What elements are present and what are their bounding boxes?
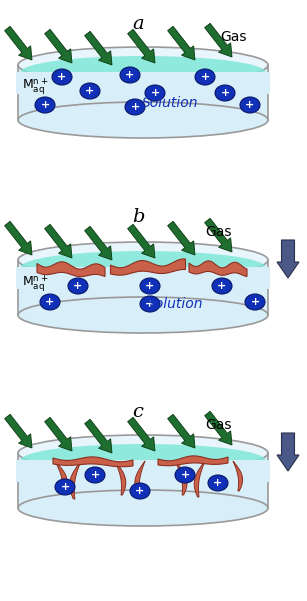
Ellipse shape [18,47,268,83]
Text: +: + [60,482,70,492]
Ellipse shape [18,435,268,471]
Ellipse shape [85,467,105,483]
FancyArrow shape [45,224,72,258]
Text: +: + [146,299,155,309]
Ellipse shape [208,475,228,491]
Text: $\mathregular{M_{aq}^{n+}}$: $\mathregular{M_{aq}^{n+}}$ [22,273,49,294]
FancyBboxPatch shape [18,65,268,120]
Ellipse shape [240,97,260,113]
Text: $\mathregular{M_{aq}^{n+}}$: $\mathregular{M_{aq}^{n+}}$ [22,77,49,97]
Polygon shape [70,461,81,499]
Ellipse shape [215,85,235,101]
Text: c: c [133,403,143,421]
Ellipse shape [140,278,160,294]
FancyArrow shape [5,26,32,60]
Text: +: + [57,72,67,82]
Text: Gas: Gas [205,418,231,432]
FancyBboxPatch shape [16,72,270,94]
Ellipse shape [145,85,165,101]
Text: +: + [213,478,223,488]
Ellipse shape [18,242,268,278]
Ellipse shape [18,297,268,333]
FancyArrow shape [205,218,232,252]
Ellipse shape [175,467,195,483]
FancyArrow shape [45,417,72,451]
Text: +: + [90,470,100,480]
FancyArrow shape [168,221,195,255]
Ellipse shape [21,56,265,88]
Text: a: a [132,15,144,33]
Polygon shape [55,461,67,493]
Ellipse shape [35,97,55,113]
FancyArrow shape [128,29,155,63]
FancyArrow shape [205,411,232,445]
Ellipse shape [68,278,88,294]
FancyArrow shape [85,31,112,65]
Text: Solution: Solution [142,96,198,110]
FancyArrow shape [277,240,299,278]
FancyBboxPatch shape [18,453,268,508]
FancyArrow shape [5,221,32,255]
Polygon shape [175,461,187,495]
Polygon shape [189,261,247,276]
FancyArrow shape [85,419,112,453]
FancyArrow shape [85,227,112,260]
FancyBboxPatch shape [16,267,270,289]
Text: +: + [150,88,160,98]
Ellipse shape [21,444,265,476]
Ellipse shape [125,99,145,115]
Text: Gas: Gas [205,225,231,239]
Ellipse shape [52,69,72,85]
Polygon shape [194,461,205,497]
Ellipse shape [21,251,265,283]
Text: +: + [217,281,227,291]
FancyBboxPatch shape [16,460,270,482]
FancyArrow shape [168,414,195,448]
FancyArrow shape [128,224,155,258]
Polygon shape [158,456,228,466]
Ellipse shape [18,102,268,138]
Text: +: + [146,281,155,291]
Text: +: + [85,86,95,96]
Text: +: + [251,297,260,307]
Ellipse shape [55,479,75,495]
Polygon shape [53,457,133,467]
Polygon shape [115,461,126,495]
Text: Solution: Solution [147,297,203,311]
Text: +: + [41,100,50,110]
Ellipse shape [195,69,215,85]
Text: Gas: Gas [220,30,247,44]
Text: +: + [200,72,210,82]
Text: +: + [135,486,145,496]
Ellipse shape [40,294,60,310]
Text: +: + [45,297,55,307]
Ellipse shape [130,483,150,499]
Text: +: + [125,70,135,80]
Ellipse shape [18,490,268,526]
Polygon shape [135,461,145,497]
FancyArrow shape [45,29,72,63]
Text: b: b [132,208,144,226]
FancyArrow shape [168,26,195,60]
Ellipse shape [80,83,100,99]
Polygon shape [37,262,105,276]
FancyArrow shape [128,417,155,451]
Ellipse shape [140,296,160,312]
Polygon shape [111,259,185,275]
FancyArrow shape [277,433,299,471]
Text: +: + [220,88,230,98]
FancyArrow shape [5,414,32,448]
Ellipse shape [245,294,265,310]
Text: +: + [130,102,140,112]
Polygon shape [233,461,243,491]
Text: +: + [181,470,190,480]
FancyBboxPatch shape [18,260,268,315]
Text: +: + [245,100,255,110]
Text: +: + [73,281,83,291]
Ellipse shape [212,278,232,294]
Ellipse shape [120,67,140,83]
FancyArrow shape [205,23,232,57]
